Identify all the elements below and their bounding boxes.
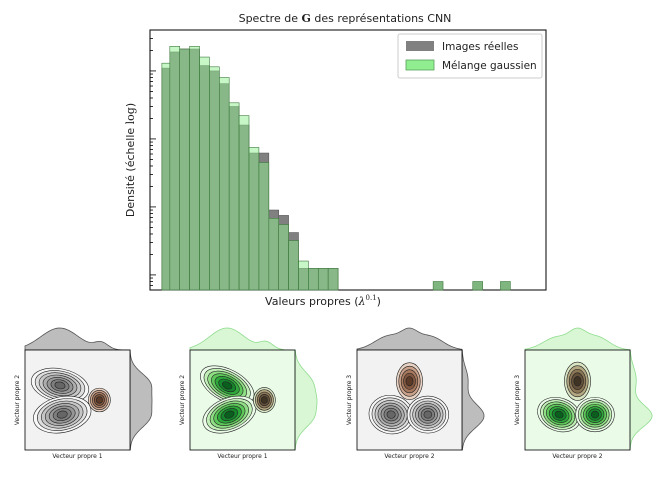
legend-swatch-images-reelles: [406, 41, 434, 51]
bar-melange-gaussien-17: [327, 268, 339, 291]
bar-melange-gaussien-3: [189, 46, 200, 291]
contour-cluster-1: [573, 376, 582, 387]
bar-melange-gaussien-0: [161, 62, 171, 291]
panel-x-axis-label: Vecteur propre 2: [552, 453, 602, 460]
joint-density-panel-2: Vecteur propre 1 Vecteur propre 2: [179, 327, 318, 460]
marginal-density-right: [629, 349, 653, 451]
legend-label-melange-gaussien: Mélange gaussien: [442, 60, 537, 72]
bar-melange-gaussien-5: [209, 66, 220, 291]
bar-melange-gaussien-14: [298, 260, 309, 291]
marginal-density-top: [524, 327, 631, 351]
contour-cluster-3: [260, 396, 268, 404]
chart-title: Spectre de G des représentations CNN: [239, 12, 452, 25]
panel-y-axis-label: Vecteur propre 2: [14, 375, 21, 425]
marginal-density-right: [461, 349, 485, 451]
panel-x-axis-label: Vecteur propre 2: [384, 453, 434, 460]
marginal-density-top: [189, 327, 296, 351]
histogram-chart: Spectre de G des représentations CNN Val…: [124, 12, 547, 308]
contour-cluster-3: [423, 410, 433, 419]
y-axis-label: Densité (échelle log): [124, 103, 137, 217]
joint-density-panel-1: Vecteur propre 1 Vecteur propre 2: [14, 327, 153, 460]
marginal-density-top: [24, 327, 131, 351]
bar-melange-gaussien-8: [238, 115, 250, 291]
legend: Images réelles Mélange gaussien: [397, 33, 543, 79]
marginal-density-right: [129, 349, 153, 451]
bar-melange-gaussien-16: [317, 268, 329, 291]
contour-cluster-1: [405, 376, 414, 387]
contour-cluster-1: [54, 381, 66, 390]
legend-label-images-reelles: Images réelles: [442, 41, 518, 53]
bar-outlier-1: [472, 281, 483, 291]
bar-melange-gaussien-13: [288, 240, 299, 291]
panel-y-axis-label: Vecteur propre 2: [179, 375, 186, 425]
legend-swatch-melange-gaussien: [405, 59, 435, 71]
panel-x-axis-label: Vecteur propre 1: [52, 453, 102, 460]
bar-melange-gaussien-10: [258, 162, 270, 291]
bar-outlier-0: [432, 281, 444, 291]
bar-melange-gaussien-4: [199, 56, 210, 291]
bar-melange-gaussien-6: [219, 77, 230, 291]
histogram-bars: [161, 46, 511, 291]
panel-x-axis-label: Vecteur propre 1: [217, 453, 267, 460]
joint-density-panel-3: Vecteur propre 2 Vecteur propre 3: [346, 327, 485, 460]
bar-melange-gaussien-12: [278, 224, 289, 291]
bar-melange-gaussien-9: [248, 147, 260, 291]
panel-y-axis-label: Vecteur propre 3: [514, 375, 521, 425]
contour-cluster-2: [56, 410, 68, 419]
contour-cluster-2: [224, 410, 235, 419]
bar-melange-gaussien-1: [169, 46, 181, 291]
contour-cluster-3: [590, 410, 600, 419]
joint-density-panel-4: Vecteur propre 2 Vecteur propre 3: [514, 327, 653, 460]
contour-cluster-3: [95, 396, 103, 404]
marginal-density-right: [294, 349, 318, 451]
y-axis-ticks: [150, 29, 156, 291]
bar-outlier-2: [500, 281, 511, 291]
bar-melange-gaussien-11: [268, 218, 279, 291]
bar-melange-gaussien-7: [228, 102, 240, 291]
panel-y-axis-label: Vecteur propre 3: [346, 375, 353, 425]
contour-cluster-1: [222, 381, 233, 390]
bar-melange-gaussien-15: [308, 268, 319, 291]
marginal-density-top: [356, 327, 463, 351]
contour-cluster-2: [386, 410, 396, 419]
x-axis-label: Valeurs propres (λ0.1): [265, 294, 381, 308]
contour-cluster-2: [554, 410, 564, 419]
bar-melange-gaussien-2: [179, 48, 190, 291]
